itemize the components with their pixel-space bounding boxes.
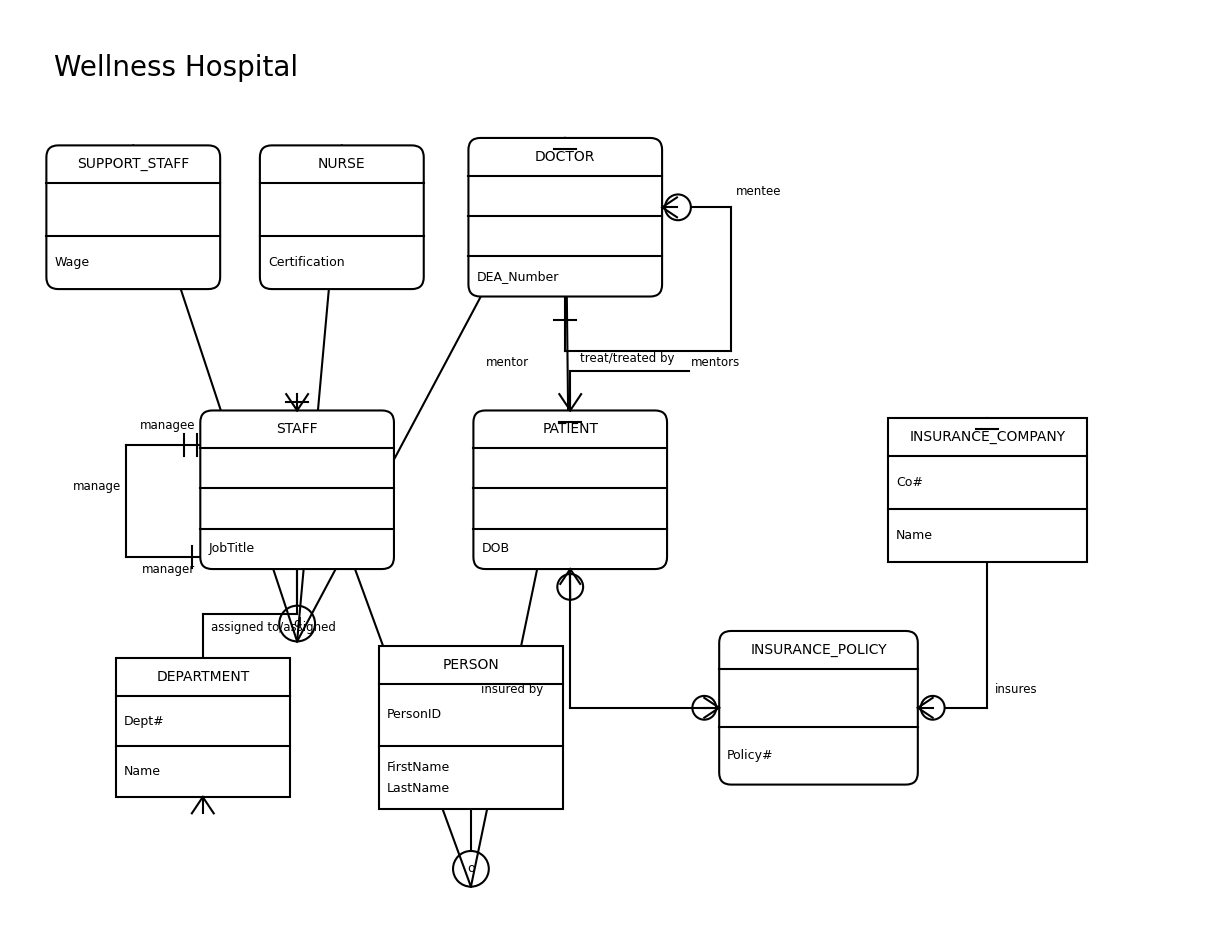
Text: mentor: mentor (486, 356, 529, 369)
Text: Name: Name (124, 765, 160, 778)
Text: Dept#: Dept# (124, 715, 164, 728)
Text: treat/treated by: treat/treated by (580, 352, 674, 365)
Text: d: d (293, 617, 302, 630)
Text: INSURANCE_COMPANY: INSURANCE_COMPANY (909, 430, 1065, 444)
Text: assigned to/assigned: assigned to/assigned (211, 621, 335, 634)
Text: Co#: Co# (896, 476, 923, 489)
Text: DEPARTMENT: DEPARTMENT (156, 670, 250, 684)
Text: LastName: LastName (387, 782, 450, 795)
Text: DOCTOR: DOCTOR (535, 150, 596, 164)
FancyBboxPatch shape (468, 138, 662, 297)
Text: DEA_Number: DEA_Number (476, 270, 558, 283)
FancyBboxPatch shape (474, 411, 667, 569)
Text: insures: insures (995, 683, 1038, 696)
Text: INSURANCE_POLICY: INSURANCE_POLICY (750, 642, 886, 657)
Text: STAFF: STAFF (276, 423, 318, 437)
FancyBboxPatch shape (46, 146, 221, 289)
Text: Name: Name (896, 528, 933, 541)
Text: PersonID: PersonID (387, 708, 443, 721)
Text: manage: manage (72, 480, 121, 493)
Text: o: o (467, 862, 475, 875)
Text: Policy#: Policy# (727, 749, 773, 762)
FancyBboxPatch shape (200, 411, 394, 569)
Text: Wage: Wage (54, 256, 89, 269)
Text: mentors: mentors (691, 356, 740, 369)
Text: SUPPORT_STAFF: SUPPORT_STAFF (77, 158, 189, 171)
Text: NURSE: NURSE (318, 158, 365, 171)
Text: Certification: Certification (268, 256, 345, 269)
Text: managee: managee (140, 419, 195, 432)
Text: Wellness Hospital: Wellness Hospital (54, 54, 298, 82)
Text: FirstName: FirstName (387, 761, 450, 774)
Text: PATIENT: PATIENT (543, 423, 598, 437)
FancyBboxPatch shape (116, 658, 289, 797)
Text: manager: manager (142, 563, 195, 576)
FancyBboxPatch shape (888, 418, 1087, 562)
FancyBboxPatch shape (719, 631, 918, 784)
Text: mentee: mentee (736, 185, 781, 198)
Text: PERSON: PERSON (443, 657, 499, 672)
Text: JobTitle: JobTitle (209, 542, 254, 555)
FancyBboxPatch shape (379, 646, 563, 809)
FancyBboxPatch shape (259, 146, 423, 289)
Text: DOB: DOB (481, 542, 509, 555)
Text: insured by: insured by (481, 683, 543, 696)
